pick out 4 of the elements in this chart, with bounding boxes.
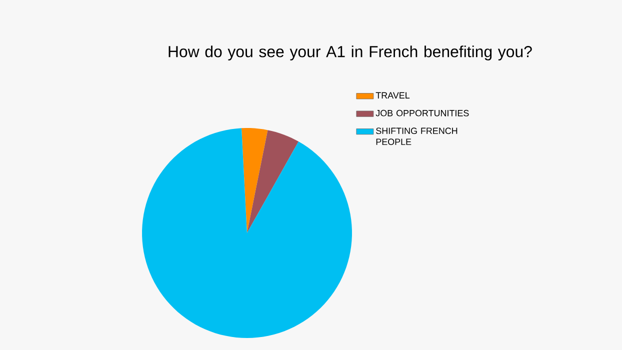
chart-title: How do you see your A1 in French benefiting you? <box>168 46 532 60</box>
legend-label: SHIFTING FRENCH PEOPLE <box>376 128 458 145</box>
legend-label: JOB OPPORTUNITIES <box>376 110 469 116</box>
legend-label: TRAVEL <box>376 92 410 98</box>
